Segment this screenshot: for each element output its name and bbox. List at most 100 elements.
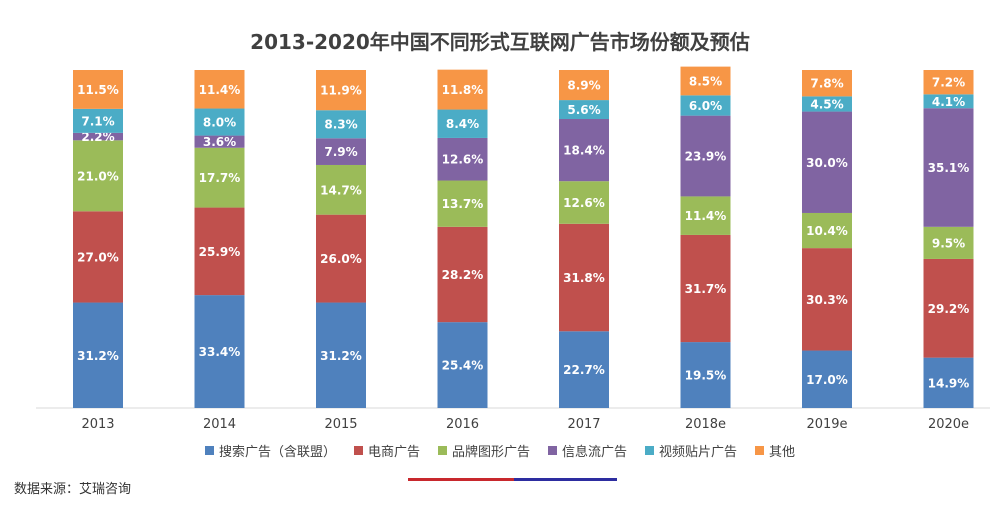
bar-segment-2015-1 <box>316 214 366 303</box>
data-label-2016-0: 25.4% <box>442 359 484 373</box>
bar-segment-2014-2 <box>194 147 245 208</box>
legend-item-0: 搜索广告（含联盟） <box>204 441 336 460</box>
bar-segment-2013-4 <box>73 108 123 133</box>
bar-segment-2019e-1 <box>802 248 852 351</box>
data-label-2020e-0: 14.9% <box>928 376 970 390</box>
bar-segment-2020e-4 <box>923 94 974 109</box>
bar-segment-2014-4 <box>194 108 245 136</box>
bar-segment-2014-0 <box>194 295 245 408</box>
bar-segment-2016-1 <box>437 226 488 323</box>
data-label-2013-0: 31.2% <box>77 349 119 363</box>
data-label-2018e-5: 8.5% <box>689 74 722 88</box>
bar-segment-2019e-2 <box>802 212 852 249</box>
legend-label: 电商广告 <box>367 445 420 460</box>
bar-segment-2019e-0 <box>802 350 852 408</box>
bar-segment-2018e-0 <box>680 342 731 408</box>
legend-item-1: 电商广告 <box>353 441 420 460</box>
bar-segment-2014-3 <box>194 135 245 148</box>
stacked-bar-chart: 31.2% 27.0% 21.0% 2.2% 7.1% 11.5% 2013 33.4% 25.… <box>36 66 990 432</box>
data-label-2019e-2: 10.4% <box>806 224 848 238</box>
data-label-2013-4: 7.1% <box>81 114 114 128</box>
bar-segment-2017-1 <box>559 223 609 332</box>
bar-segment-2018e-5 <box>680 66 731 96</box>
data-label-2020e-4: 4.1% <box>932 95 965 109</box>
data-label-2017-5: 8.9% <box>567 79 600 93</box>
data-label-2020e-3: 35.1% <box>928 161 970 175</box>
bar-segment-2017-3 <box>559 119 609 182</box>
legend-swatch <box>645 446 655 455</box>
data-label-2014-4: 8.0% <box>203 116 236 130</box>
data-label-2017-0: 22.7% <box>563 363 605 377</box>
bar-segment-2014-5 <box>194 70 245 109</box>
bar-segment-2015-2 <box>316 164 366 215</box>
data-label-2014-2: 17.7% <box>199 171 241 185</box>
bar-segment-2020e-5 <box>923 70 974 95</box>
legend-item-3: 信息流广告 <box>548 441 627 460</box>
data-label-2020e-1: 29.2% <box>928 302 970 316</box>
bar-segment-2014-1 <box>194 207 245 296</box>
data-label-2013-3: 2.2% <box>81 130 114 144</box>
bar-segment-2018e-1 <box>680 234 731 343</box>
data-label-2013-2: 21.0% <box>77 169 119 183</box>
data-label-2015-1: 26.0% <box>320 252 362 266</box>
data-label-2014-5: 11.4% <box>199 83 241 97</box>
legend-label: 视频贴片广告 <box>659 445 738 460</box>
footer-accent-bar-blue <box>514 478 617 481</box>
chart-legend: 搜索广告（含联盟） 电商广告 品牌图形广告 信息流广告 视频贴片广告 其他 <box>0 441 1000 460</box>
x-tick-label-2013: 2013 <box>81 417 114 432</box>
bar-segment-2015-0 <box>316 302 366 408</box>
legend-label: 品牌图形广告 <box>451 445 530 460</box>
x-tick-label-2019e: 2019e <box>806 417 847 432</box>
data-label-2015-2: 14.7% <box>320 183 362 197</box>
data-label-2019e-3: 30.0% <box>806 156 848 170</box>
bar-segment-2013-3 <box>73 132 123 141</box>
data-label-2018e-2: 11.4% <box>685 209 727 223</box>
legend-swatch <box>353 446 363 455</box>
data-label-2014-0: 33.4% <box>199 345 241 359</box>
bar-segment-2020e-2 <box>923 226 974 259</box>
bar-segment-2018e-4 <box>680 95 731 116</box>
x-tick-label-2018e: 2018e <box>685 417 726 432</box>
legend-swatch <box>548 446 557 455</box>
bar-segment-2016-3 <box>437 137 488 181</box>
data-label-2015-5: 11.9% <box>320 84 362 98</box>
x-tick-label-2017: 2017 <box>567 417 600 432</box>
data-label-2019e-1: 30.3% <box>806 293 848 307</box>
legend-item-5: 其他 <box>755 441 795 460</box>
bar-segment-2013-5 <box>73 70 123 109</box>
x-tick-label-2015: 2015 <box>324 417 357 432</box>
bar-segment-2018e-3 <box>680 115 731 197</box>
data-label-2016-3: 12.6% <box>442 153 484 167</box>
bar-segment-2013-2 <box>73 140 123 212</box>
bar-segment-2013-0 <box>73 302 123 408</box>
data-label-2018e-1: 31.7% <box>685 282 727 296</box>
bar-segment-2016-5 <box>437 69 488 110</box>
footer-accent-bar-red <box>408 478 514 481</box>
bar-segment-2015-4 <box>316 110 366 139</box>
data-source-note: 数据来源：艾瑞咨询 <box>14 482 132 497</box>
legend-swatch <box>437 446 447 455</box>
bar-segment-2015-5 <box>316 70 366 111</box>
data-label-2014-3: 3.6% <box>203 135 236 149</box>
data-label-2019e-4: 4.5% <box>810 97 843 111</box>
chart-title: 2013-2020年中国不同形式互联网广告市场份额及预估 <box>250 30 750 54</box>
bar-segment-2020e-3 <box>923 108 974 227</box>
bar-segment-2020e-1 <box>923 258 974 358</box>
data-label-2016-1: 28.2% <box>442 268 484 282</box>
data-label-2015-0: 31.2% <box>320 349 362 363</box>
data-label-2015-3: 7.9% <box>324 145 357 159</box>
data-label-2017-2: 12.6% <box>563 196 605 210</box>
data-label-2013-1: 27.0% <box>77 250 119 264</box>
data-label-2019e-5: 7.8% <box>810 77 843 91</box>
bar-segment-2015-3 <box>316 138 366 165</box>
data-label-2020e-5: 7.2% <box>932 76 965 90</box>
legend-label: 信息流广告 <box>562 445 628 460</box>
legend-item-2: 品牌图形广告 <box>437 441 530 460</box>
bar-segment-2019e-5 <box>802 70 852 97</box>
data-label-2018e-0: 19.5% <box>685 369 727 383</box>
bar-segment-2017-5 <box>559 70 609 101</box>
x-tick-label-2016: 2016 <box>446 417 479 432</box>
x-tick-label-2020e: 2020e <box>928 417 969 432</box>
data-label-2018e-3: 23.9% <box>685 150 727 164</box>
